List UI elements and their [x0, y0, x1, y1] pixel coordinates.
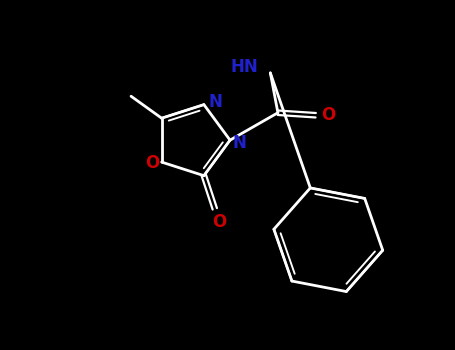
Text: N: N [208, 93, 222, 111]
Text: O: O [321, 106, 335, 124]
Text: O: O [212, 213, 226, 231]
Text: N: N [232, 134, 246, 152]
Text: HN: HN [230, 58, 258, 76]
Text: O: O [146, 154, 160, 172]
